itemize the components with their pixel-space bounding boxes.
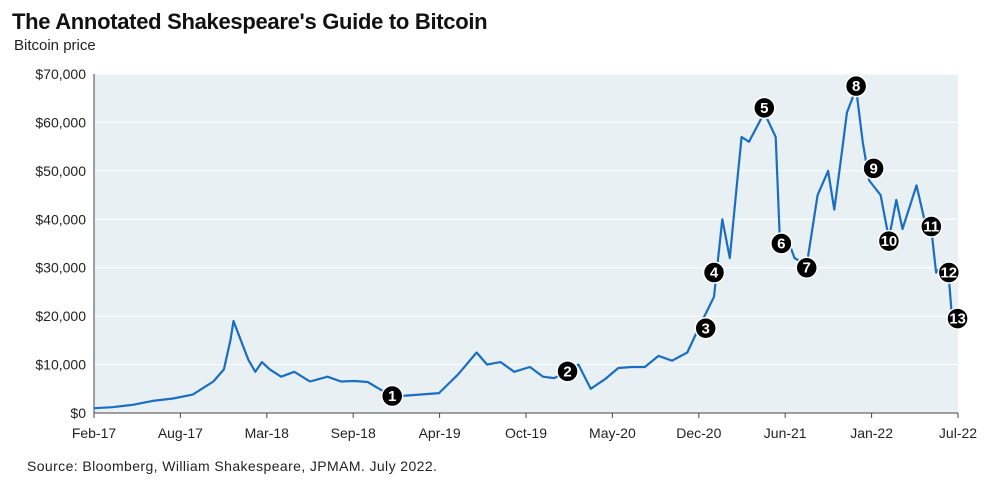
x-tick-label: Mar-18 <box>245 425 290 441</box>
y-tick-label: $0 <box>70 405 86 421</box>
annotation-label: 9 <box>869 160 877 177</box>
source-note: Source: Bloomberg, William Shakespeare, … <box>27 458 438 474</box>
annotation-label: 1 <box>388 388 396 405</box>
x-tick-label: May-20 <box>589 425 636 441</box>
y-tick-label: $60,000 <box>35 114 86 130</box>
annotation-circle <box>937 261 961 284</box>
annotation-label: 5 <box>760 100 768 117</box>
annotation-label: 12 <box>940 265 957 282</box>
annotation-marker: 6 <box>770 232 793 255</box>
annotation-circle <box>694 317 717 340</box>
x-tick-label: Jun-21 <box>764 425 807 441</box>
annotation-label: 3 <box>702 320 710 337</box>
annotation-circle <box>946 307 969 330</box>
annotation-circle <box>877 229 901 253</box>
annotation-marker: 8 <box>844 74 868 98</box>
x-tick-label: Feb-17 <box>72 425 117 441</box>
annotation-label: 7 <box>803 260 811 277</box>
x-tick-label: Sep-18 <box>331 425 376 441</box>
y-tick-label: $40,000 <box>35 211 86 227</box>
annotation-circle <box>920 215 943 238</box>
annotation-marker: 13 <box>946 307 969 330</box>
plot-area <box>94 74 958 413</box>
annotation-label: 6 <box>777 236 785 253</box>
y-tick-label: $70,000 <box>35 66 86 82</box>
annotation-marker: 9 <box>862 157 885 180</box>
y-tick-label: $10,000 <box>35 357 86 373</box>
annotation-marker: 11 <box>920 215 943 238</box>
annotation-marker: 1 <box>380 384 404 408</box>
annotation-marker: 4 <box>702 261 726 284</box>
annotation-circle <box>753 96 776 120</box>
y-axis: $0 $10,000 $20,000 $30,000 $40,000 $50,000 $60… <box>35 66 95 421</box>
x-tick-label: Dec-20 <box>676 425 721 441</box>
annotation-circle <box>795 256 818 279</box>
series-line-bitcoin-price <box>93 87 959 410</box>
annotation-label: 10 <box>881 233 898 250</box>
chart-title: The Annotated Shakespeare's Guide to Bit… <box>12 9 488 34</box>
x-axis: Feb-17 Aug-17 Mar-18 Sep-18 Apr-19 Oct-19 May-… <box>72 412 977 441</box>
x-tick-label: Jan-22 <box>850 425 893 441</box>
series-group <box>93 87 959 410</box>
annotation-marker: 7 <box>795 256 818 279</box>
annotation-label: 4 <box>710 265 719 282</box>
x-tick-label: Apr-19 <box>419 425 461 441</box>
annotation-marker: 10 <box>877 229 901 253</box>
annotation-marker: 12 <box>937 261 961 284</box>
annotation-circle <box>380 384 404 408</box>
y-tick-label: $30,000 <box>35 260 86 276</box>
y-tick-label: $50,000 <box>35 163 86 179</box>
annotation-circle <box>702 261 726 284</box>
annotation-label: 13 <box>949 311 966 328</box>
x-tick-label: Jul-22 <box>939 425 977 441</box>
y-tick-label: $20,000 <box>35 308 86 324</box>
annotation-marker: 2 <box>556 360 579 383</box>
annotation-marker: 3 <box>694 317 717 340</box>
x-tick-label: Aug-17 <box>158 425 203 441</box>
annotation-label: 11 <box>923 219 939 236</box>
annotation-circle <box>556 360 579 383</box>
chart-subtitle: Bitcoin price <box>14 37 96 54</box>
annotation-marker: 5 <box>753 96 776 120</box>
annotation-circle <box>844 74 868 98</box>
annotation-circle <box>862 157 885 180</box>
annotation-label: 8 <box>852 78 860 95</box>
x-tick-label: Oct-19 <box>505 425 547 441</box>
annotation-label: 2 <box>563 363 571 380</box>
annotation-circle <box>770 232 793 255</box>
